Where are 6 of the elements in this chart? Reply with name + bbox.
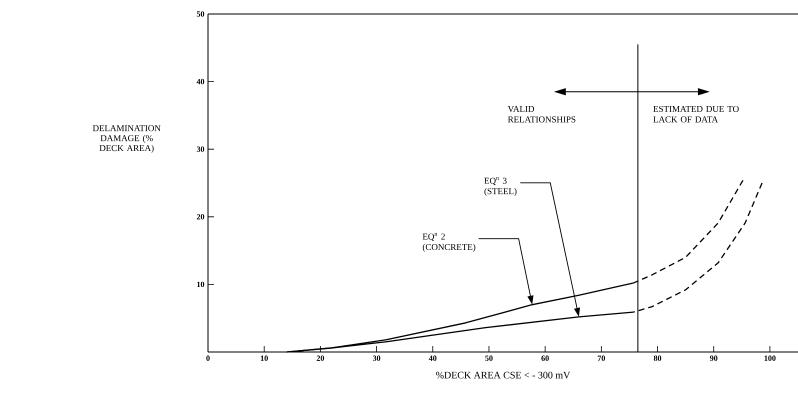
annotation: VALID RELATIONSHIPS <box>508 106 576 122</box>
x-axis-title: %DECK AREA CSE < - 300 mV <box>436 372 570 379</box>
annotation: EQ$^{n}$ 3 (STEEL) <box>484 177 517 196</box>
annotation: EQ$^{n}$ 2 (CONCRETE) <box>422 232 476 252</box>
annotation: ESTIMATED DUE TO LACK OF DATA <box>653 106 739 122</box>
y-axis-title: DELAMINATION DAMAGE (% DECK AREA) <box>92 125 161 153</box>
